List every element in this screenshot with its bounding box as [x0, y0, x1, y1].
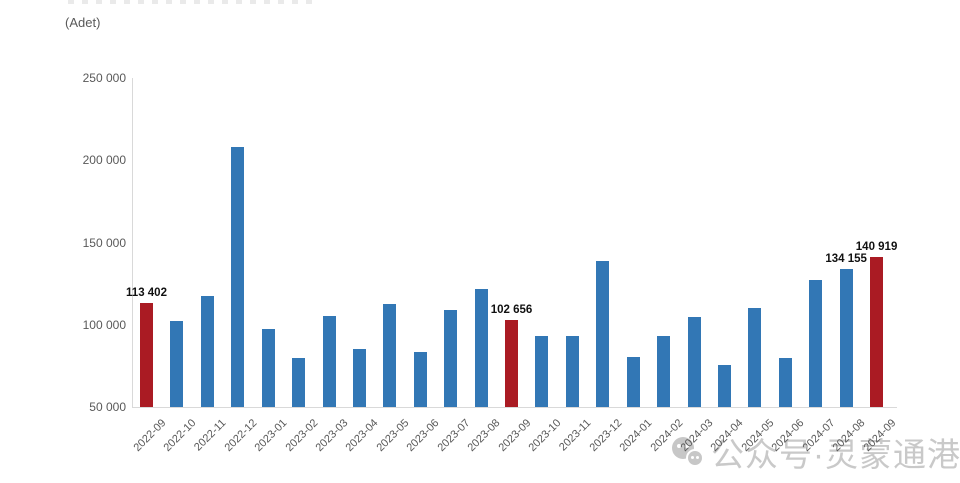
bar-2024-03: [687, 316, 701, 407]
x-tick-2023-06: 2023-06: [404, 417, 442, 455]
y-tick-250000: 250 000: [82, 71, 126, 85]
x-tick-2023-11: 2023-11: [557, 417, 594, 454]
x-tick-2023-10: 2023-10: [526, 417, 564, 455]
bar-2023-11: [565, 336, 579, 407]
x-tick-2022-11: 2022-11: [192, 417, 229, 454]
bar-2023-06: [413, 352, 427, 407]
bar-2022-12: [231, 147, 245, 407]
bar-value-label-2022-09: 113 402: [126, 286, 167, 299]
cropped-title-remnant: [68, 0, 313, 4]
bar-2024-06: [778, 358, 792, 407]
bar-2023-12: [596, 261, 610, 407]
bar-2024-04: [717, 365, 731, 407]
x-tick-2023-08: 2023-08: [465, 417, 503, 455]
y-tick-150000: 150 000: [82, 235, 126, 250]
y-axis-units-label: (Adet): [65, 15, 101, 30]
x-tick-2023-05: 2023-05: [374, 417, 412, 455]
x-tick-2022-09: 2022-09: [130, 417, 168, 455]
x-tick-2022-12: 2022-12: [222, 417, 260, 455]
wechat-icon: [672, 437, 704, 467]
bar-2023-04: [352, 348, 366, 407]
x-tick-2023-01: 2023-01: [252, 417, 290, 455]
x-tick-2023-09: 2023-09: [495, 417, 534, 455]
x-tick-2023-03: 2023-03: [313, 417, 351, 455]
y-tick-200000: 200 000: [82, 153, 126, 168]
bar-2023-08: [474, 288, 488, 407]
bar-2023-03: [322, 315, 336, 407]
x-tick-2023-07: 2023-07: [435, 417, 473, 455]
y-axis-line: [132, 78, 133, 407]
watermark: 公众号·灵蒙通港: [672, 428, 960, 476]
x-axis-line: [132, 407, 897, 408]
bar-value-label-2024-08: 134 155: [825, 252, 867, 265]
bar-2022-11: [200, 295, 214, 407]
y-tick-50000: 50 000: [89, 400, 126, 414]
bar-2023-09: [505, 320, 519, 407]
bar-2024-08: [839, 268, 853, 407]
bar-2024-07: [809, 280, 823, 407]
bar-2024-01: [626, 357, 640, 407]
bar-2023-05: [383, 303, 397, 407]
bar-2023-07: [444, 309, 458, 407]
x-tick-2023-04: 2023-04: [343, 417, 381, 455]
bar-2023-01: [261, 329, 275, 407]
bar-value-label-2024-09: 140 919: [855, 241, 898, 254]
x-tick-2023-02: 2023-02: [283, 417, 321, 455]
bar-2024-09: [870, 257, 884, 407]
bar-2023-10: [535, 335, 549, 407]
x-tick-2022-10: 2022-10: [161, 417, 199, 455]
y-tick-100000: 100 000: [82, 317, 126, 332]
bar-value-label-2023-09: 102 656: [490, 304, 533, 317]
x-tick-2024-01: 2024-01: [617, 417, 655, 455]
bar-2022-10: [170, 321, 184, 407]
bar-2022-09: [140, 302, 153, 407]
bar-2024-02: [657, 335, 671, 407]
x-tick-2023-12: 2023-12: [587, 417, 625, 455]
bar-2024-05: [748, 307, 762, 407]
bar-2023-02: [292, 357, 306, 407]
watermark-text: 公众号·灵蒙通港: [711, 436, 960, 473]
